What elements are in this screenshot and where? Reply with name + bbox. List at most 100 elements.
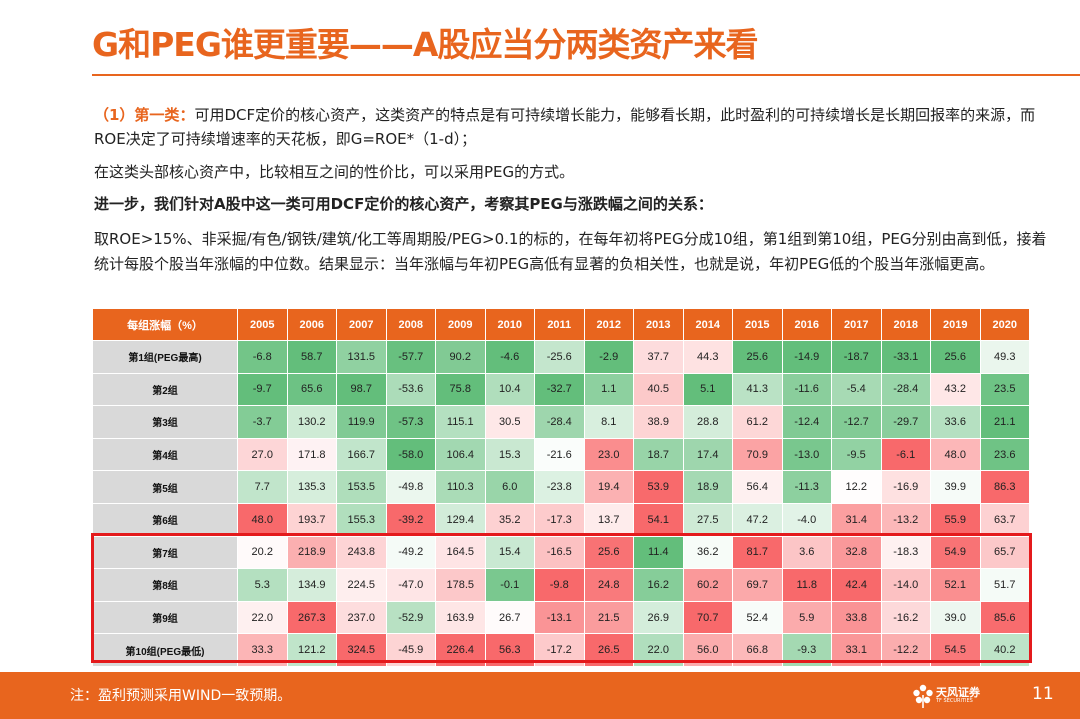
value-cell: -0.1: [484, 568, 535, 602]
value-cell: -9.8: [534, 568, 585, 602]
value-cell: 39.0: [930, 600, 981, 635]
value-cell: -9.5: [831, 437, 882, 472]
year-header-2018: 2018: [880, 308, 931, 341]
value-cell: -13.1: [534, 600, 585, 635]
value-cell: 171.8: [286, 437, 337, 472]
value-cell: 40.5: [633, 372, 684, 407]
group-label: 第4组: [92, 437, 238, 472]
value-cell: 25.6: [583, 535, 634, 570]
value-cell: -9.7: [237, 372, 288, 407]
value-cell: 31.4: [831, 502, 882, 537]
value-cell: 54.9: [930, 535, 981, 570]
value-cell: -18.7: [831, 340, 882, 374]
value-cell: -6.1: [880, 437, 931, 472]
value-cell: 7.7: [237, 470, 288, 504]
value-cell: 12.2: [831, 470, 882, 504]
value-cell: 130.2: [286, 405, 337, 439]
value-cell: 178.5: [435, 568, 486, 602]
value-cell: 86.3: [979, 470, 1030, 504]
value-cell: -58.0: [385, 437, 436, 472]
year-header-2006: 2006: [286, 308, 337, 341]
value-cell: 54.5: [930, 633, 981, 667]
value-cell: 22.0: [237, 600, 288, 635]
value-cell: -6.8: [237, 340, 288, 374]
value-cell: 115.1: [435, 405, 486, 439]
value-cell: 163.9: [435, 600, 486, 635]
value-cell: 267.3: [286, 600, 337, 635]
group-label: 第7组: [92, 535, 238, 570]
table-row: 第6组 48.0 193.7 155.3 -39.2 129.4 35.2 -17.3 13.7…: [92, 502, 1030, 537]
value-cell: 10.4: [484, 372, 535, 407]
value-cell: -28.4: [880, 372, 931, 407]
value-cell: 3.6: [781, 535, 832, 570]
value-cell: -12.2: [880, 633, 931, 667]
value-cell: -28.4: [534, 405, 585, 439]
value-cell: 237.0: [336, 600, 387, 635]
group-label: 第8组: [92, 568, 238, 602]
value-cell: 243.8: [336, 535, 387, 570]
value-cell: -11.3: [781, 470, 832, 504]
value-cell: 119.9: [336, 405, 387, 439]
value-cell: 41.3: [732, 372, 783, 407]
value-cell: 28.8: [682, 405, 733, 439]
value-cell: 81.7: [732, 535, 783, 570]
value-cell: 75.8: [435, 372, 486, 407]
table-row: 第2组 -9.7 65.6 98.7 -53.6 75.8 10.4 -32.7 1.1 40.5…: [92, 372, 1030, 407]
value-cell: 106.4: [435, 437, 486, 472]
year-header-2008: 2008: [385, 308, 436, 341]
value-cell: 52.1: [930, 568, 981, 602]
value-cell: 324.5: [336, 633, 387, 667]
value-cell: 37.7: [633, 340, 684, 374]
value-cell: 48.0: [237, 502, 288, 537]
value-cell: 63.7: [979, 502, 1030, 537]
value-cell: 38.9: [633, 405, 684, 439]
year-header-2005: 2005: [237, 308, 288, 341]
value-cell: 21.5: [583, 600, 634, 635]
table-row: 第7组 20.2 218.9 243.8 -49.2 164.5 15.4 -16.5 25.6…: [92, 535, 1030, 570]
value-cell: 90.2: [435, 340, 486, 374]
value-cell: 24.8: [583, 568, 634, 602]
value-cell: -4.6: [484, 340, 535, 374]
value-cell: 26.9: [633, 600, 684, 635]
value-cell: 21.1: [979, 405, 1030, 439]
value-cell: 129.4: [435, 502, 486, 537]
year-header-2009: 2009: [435, 308, 486, 341]
value-cell: 48.0: [930, 437, 981, 472]
value-cell: 226.4: [435, 633, 486, 667]
value-cell: 22.0: [633, 633, 684, 667]
footer-note: 注：盈利预测采用WIND一致预期。: [70, 688, 292, 704]
year-header-2007: 2007: [336, 308, 387, 341]
year-header-2014: 2014: [682, 308, 733, 341]
value-cell: 65.7: [979, 535, 1030, 570]
table-row: 第3组 -3.7 130.2 119.9 -57.3 115.1 30.5 -28.4 8.1 3…: [92, 405, 1030, 439]
value-cell: 44.3: [682, 340, 733, 374]
value-cell: 33.6: [930, 405, 981, 439]
value-cell: 58.7: [286, 340, 337, 374]
value-cell: 5.1: [682, 372, 733, 407]
value-cell: 56.0: [682, 633, 733, 667]
value-cell: -14.9: [781, 340, 832, 374]
year-header-2017: 2017: [831, 308, 882, 341]
value-cell: -12.7: [831, 405, 882, 439]
value-cell: 40.2: [979, 633, 1030, 667]
value-cell: -16.9: [880, 470, 931, 504]
value-cell: -53.6: [385, 372, 436, 407]
value-cell: -49.8: [385, 470, 436, 504]
value-cell: -49.2: [385, 535, 436, 570]
year-header-2010: 2010: [484, 308, 535, 341]
table-row: 第4组 27.0 171.8 166.7 -58.0 106.4 15.3 -21.6 23.0…: [92, 437, 1030, 472]
value-cell: 65.6: [286, 372, 337, 407]
value-cell: -33.1: [880, 340, 931, 374]
value-cell: 5.3: [237, 568, 288, 602]
value-cell: -25.6: [534, 340, 585, 374]
group-label: 第9组: [92, 600, 238, 635]
value-cell: 16.2: [633, 568, 684, 602]
value-cell: 26.5: [583, 633, 634, 667]
value-cell: -57.7: [385, 340, 436, 374]
group-label: 第3组: [92, 405, 238, 439]
value-cell: -5.4: [831, 372, 882, 407]
value-cell: -29.7: [880, 405, 931, 439]
value-cell: 193.7: [286, 502, 337, 537]
value-cell: 26.7: [484, 600, 535, 635]
year-header-2013: 2013: [633, 308, 684, 341]
